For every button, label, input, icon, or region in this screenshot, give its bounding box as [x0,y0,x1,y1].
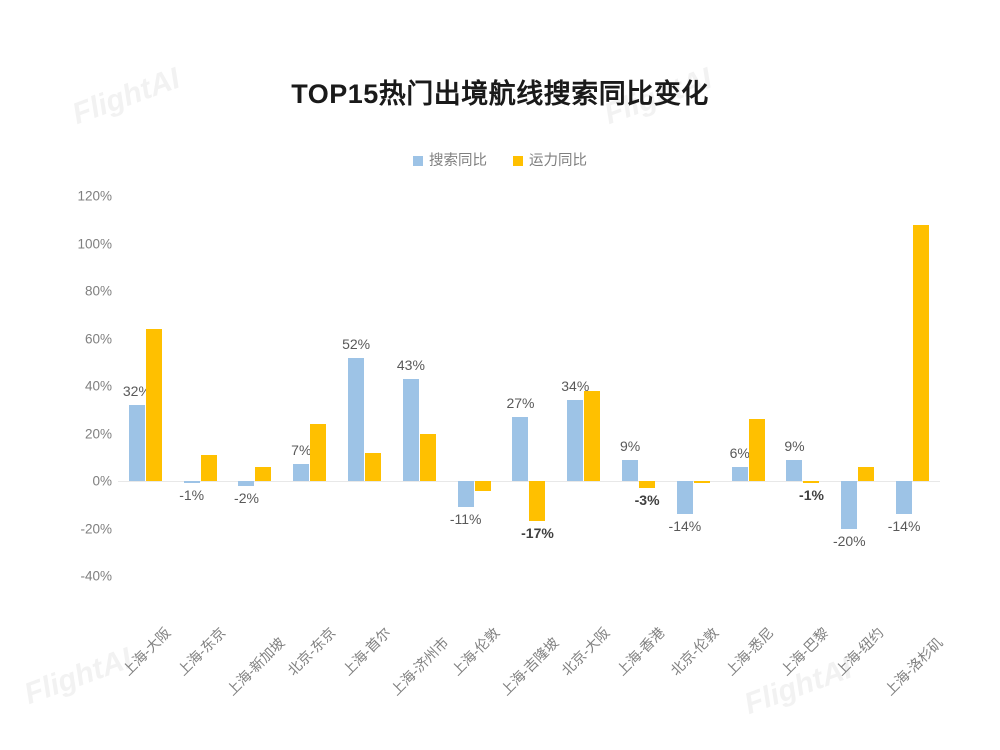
data-label: -17% [521,525,554,542]
legend-label-search: 搜索同比 [429,153,487,169]
data-label: 34% [561,378,590,395]
y-axis-tick-label: 60% [84,331,112,346]
bar-capacity[interactable] [858,466,875,481]
bar-capacity[interactable] [803,481,820,484]
data-label: 6% [729,444,750,461]
bar-cluster: 43% [392,196,447,576]
x-axis-tick-label: 北京-伦敦 [667,624,722,679]
bar-cluster: -20% [830,196,885,576]
x-axis-tick-label: 上海-吉隆坡 [497,634,562,699]
bar-capacity[interactable] [419,433,436,481]
bar-cluster: -11% [447,196,502,576]
bar-capacity[interactable] [693,481,710,484]
chart-title: TOP15热门出境航线搜索同比变化 [291,79,709,109]
bar-capacity[interactable] [529,481,546,522]
data-label: -2% [234,489,259,506]
bar-cluster: 27% -17% [502,196,557,576]
x-axis-tick-label: 上海-伦敦 [448,624,503,679]
data-label: -14% [887,518,921,535]
x-axis-tick-label: 上海-香港 [612,624,668,679]
data-label: -20% [832,532,866,549]
bar-capacity[interactable] [748,419,765,481]
bar-search[interactable] [731,466,748,481]
bar-cluster: 34% [556,196,611,576]
legend-item-search[interactable]: 搜索同比 [413,154,487,169]
bar-cluster: -14% [885,196,940,576]
data-label: -3% [634,492,660,509]
bar-cluster: 7% [282,196,337,576]
data-label: -11% [449,511,482,528]
x-axis-tick-label: 上海-济州市 [387,634,452,699]
bar-cluster: -1% [173,196,228,576]
bar-capacity[interactable] [639,481,656,489]
bar-search[interactable] [238,481,255,486]
bar-search[interactable] [896,481,913,515]
x-axis-tick-label: 上海-首尔 [338,624,394,679]
bar-search[interactable] [128,405,145,481]
data-label: 32% [122,383,151,399]
plot-area: 32% -1% -2% 7% 52% 43% -11% 27% -17% 34% 9% -3% -14%… [118,196,940,576]
x-axis-tick-label: 上海-大阪 [119,624,174,679]
bar-capacity[interactable] [365,452,382,481]
bar-cluster: 9% -1% [776,196,831,576]
x-axis-tick-label: 上海-巴黎 [777,624,832,679]
data-label: -1% [179,487,205,504]
bar-search[interactable] [348,357,365,481]
bar-search[interactable] [676,481,693,515]
bar-capacity[interactable] [145,329,162,481]
y-axis-tick-label: 80% [84,283,112,299]
bar-capacity[interactable] [255,466,272,481]
legend-swatch-capacity [513,156,523,167]
x-axis-tick-label: 上海-新加坡 [223,634,288,699]
y-axis-tick-label: 0% [92,473,112,489]
bar-cluster: 6% [721,196,776,576]
bar-capacity[interactable] [200,454,217,481]
bar-capacity[interactable] [584,390,601,481]
x-axis-tick-label: 上海-纽约 [832,624,887,679]
bar-search[interactable] [622,459,639,481]
bar-search[interactable] [183,481,200,484]
bar-capacity[interactable] [310,424,327,481]
bar-search[interactable] [567,400,584,481]
legend-swatch-search [413,156,423,167]
bar-cluster: -14% [666,196,721,576]
y-axis-tick-label: 20% [84,426,112,441]
bar-search[interactable] [293,464,310,481]
y-axis-tick-label: -20% [80,521,112,536]
y-axis-tick-label: -40% [80,568,112,584]
x-axis-tick-label: 上海-洛杉矶 [881,634,946,699]
x-axis-tick-label: 北京-大阪 [558,624,613,679]
y-axis-tick-label: 100% [77,236,112,251]
data-label: 9% [784,437,805,454]
data-label: 27% [506,394,535,411]
legend-label-capacity: 运力同比 [529,153,587,169]
bar-search[interactable] [786,459,803,481]
chart-legend: 搜索同比 运力同比 [0,154,1000,169]
data-label: -14% [668,518,702,535]
zero-baseline [118,481,940,482]
data-label: -1% [799,487,824,504]
bar-cluster: 9% -3% [611,196,666,576]
y-axis-tick-label: 40% [84,378,112,394]
legend-item-capacity[interactable]: 运力同比 [513,154,587,169]
bar-search[interactable] [402,378,419,481]
x-axis-tick-label: 上海-东京 [174,624,229,679]
bar-cluster: 52% [337,196,392,576]
x-axis-tick-label: 北京-东京 [284,624,339,679]
y-axis-tick-label: 120% [77,188,112,204]
bar-capacity[interactable] [474,481,491,491]
bar-search[interactable] [457,481,474,508]
bar-cluster: -2% [228,196,283,576]
x-axis-tick-label: 上海-悉尼 [722,624,777,679]
y-axis: 120% 100% 80% 60% 40% 20% 0% -20% -40% [60,189,112,584]
data-label: 52% [342,335,371,352]
data-label: 43% [396,356,425,373]
data-label: 9% [619,437,641,454]
x-axis: 上海-大阪 上海-东京 上海-新加坡 北京-东京 上海-首尔 上海-济州市 上海-伦敦 上海-… [118,580,946,700]
bar-cluster: 32% [118,196,173,576]
bar-capacity[interactable] [913,224,930,481]
bar-search[interactable] [512,416,529,481]
data-label: 7% [291,442,312,459]
bar-search[interactable] [841,481,858,529]
